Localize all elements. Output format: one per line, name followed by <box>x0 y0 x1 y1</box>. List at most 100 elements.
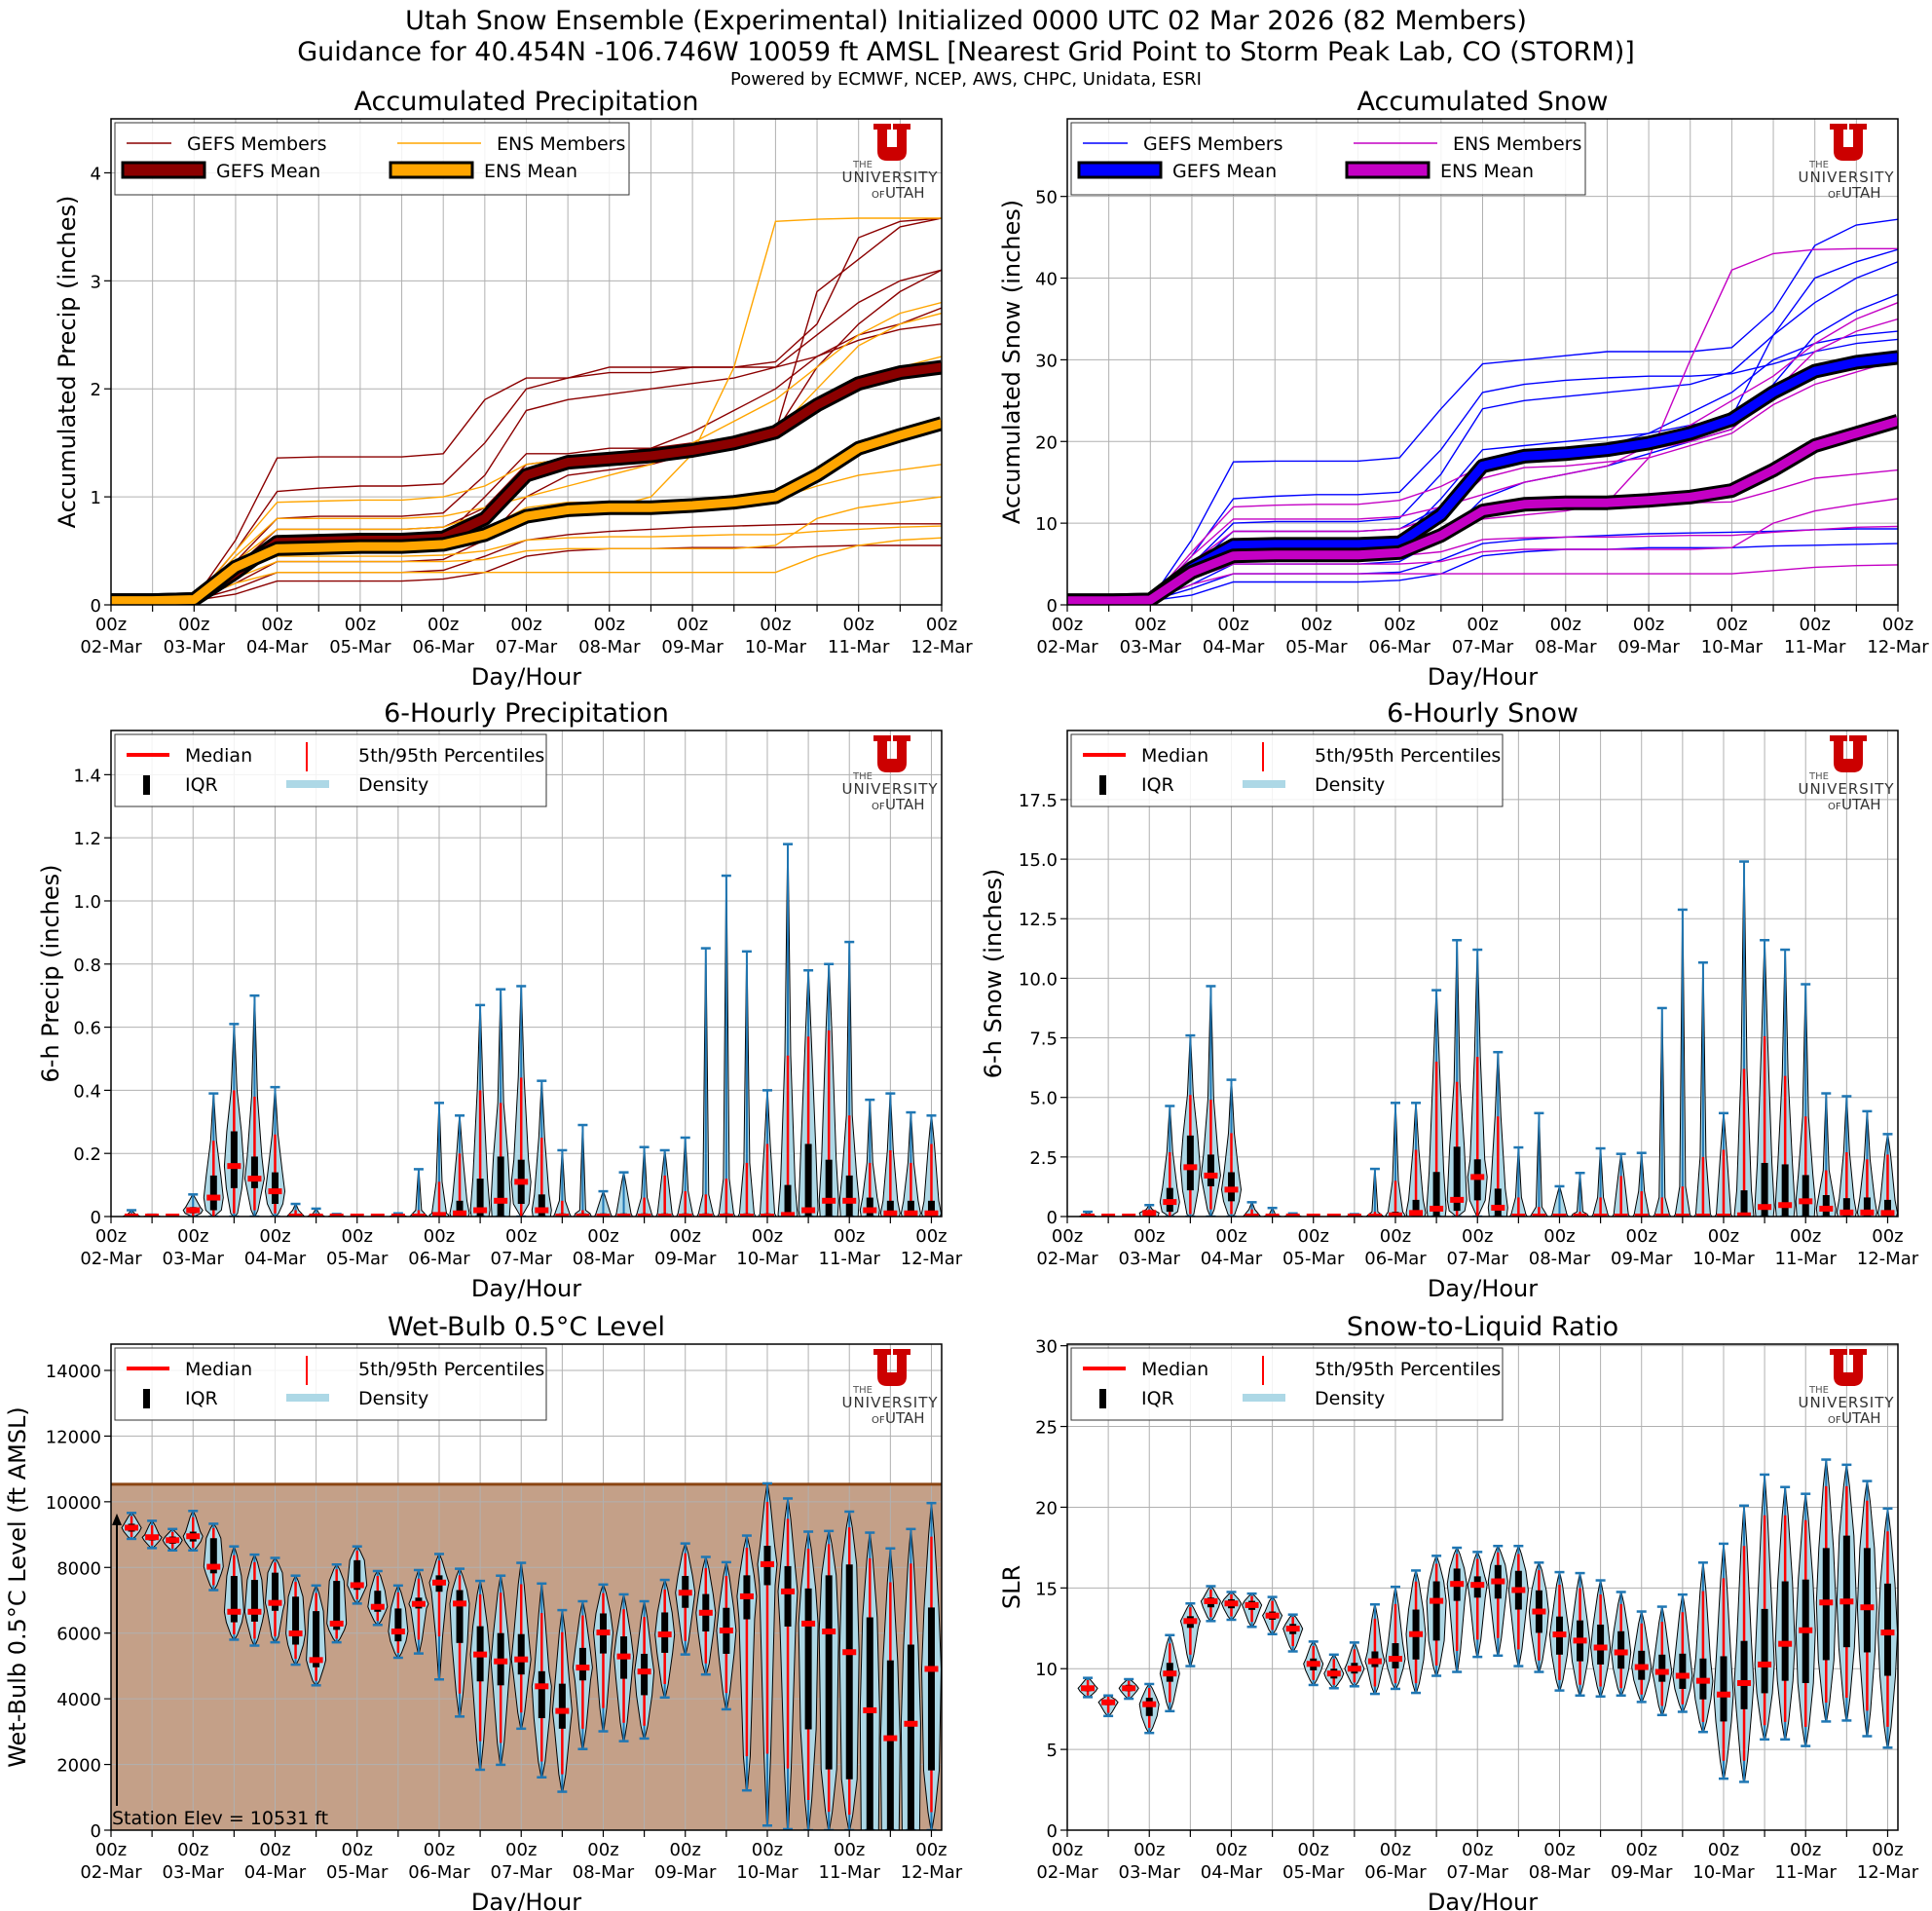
violin <box>1774 1485 1796 1742</box>
x-tick-hour-label: 00z <box>342 1226 373 1247</box>
legend-box <box>114 1347 547 1421</box>
violin-median-mark <box>431 1579 446 1586</box>
violin <box>1590 1579 1612 1698</box>
violin-iqr-bar <box>333 1581 341 1630</box>
x-tick-hour-label: 00z <box>510 615 541 635</box>
violin <box>879 1547 901 1830</box>
violin-median-mark <box>1839 1209 1854 1216</box>
x-tick-date-label: 05-Mar <box>1282 1249 1345 1269</box>
x-tick-date-label: 11-Mar <box>819 1249 881 1269</box>
violin-iqr-bar <box>1186 1135 1194 1191</box>
y-tick-label: 6000 <box>56 1625 101 1645</box>
x-axis-label: Day/Hour <box>1428 1889 1538 1911</box>
y-axis-label: Accumulated Precip (inches) <box>54 196 81 529</box>
chart-title: Wet-Bulb 0.5°C Level <box>388 1312 665 1342</box>
violin-median-mark <box>125 1524 139 1531</box>
x-tick-hour-label: 00z <box>1708 1840 1739 1860</box>
violin <box>1754 939 1775 1217</box>
ens-mean-line <box>111 419 942 605</box>
violin-median-mark <box>596 1630 611 1636</box>
x-tick-date-label: 12-Mar <box>901 1862 963 1883</box>
violin-median-mark <box>1388 1212 1402 1217</box>
y-tick-label: 1.2 <box>73 829 101 849</box>
logo-text-university: UNIVERSITY <box>841 169 938 186</box>
violin-median-mark <box>1839 1598 1854 1605</box>
x-tick-hour-label: 00z <box>1543 1840 1575 1860</box>
x-tick-date-label: 11-Mar <box>828 637 890 657</box>
logo-text-the: THE <box>852 160 873 170</box>
x-tick-hour-label: 00z <box>1462 1226 1493 1247</box>
violin-median-mark <box>1491 1204 1505 1211</box>
y-tick-label: 40 <box>1035 270 1058 290</box>
violin <box>859 1098 880 1217</box>
plot-content <box>1078 860 1898 1217</box>
ens-member-line <box>111 496 942 602</box>
violin-median-mark <box>719 1628 733 1634</box>
x-tick-date-label: 08-Mar <box>1529 1862 1591 1883</box>
x-tick-date-label: 07-Mar <box>1452 637 1514 657</box>
y-tick-label: 10000 <box>46 1493 101 1514</box>
violin <box>1077 1676 1098 1699</box>
y-tick-label: 4000 <box>56 1690 101 1710</box>
legend-label: Density <box>1315 774 1385 796</box>
violin-median-mark <box>1532 1608 1546 1615</box>
legend: Median 5th/95th Percentiles IQR Density <box>1070 733 1504 807</box>
legend-label: GEFS Mean <box>216 161 320 182</box>
violin <box>818 962 839 1217</box>
y-tick-label: 30 <box>1035 351 1058 371</box>
violin <box>818 1529 839 1830</box>
gefs-member-line <box>1067 218 1898 602</box>
violin <box>1179 1033 1201 1217</box>
violin-iqr-bar <box>209 1175 217 1211</box>
legend-box <box>1070 733 1504 807</box>
x-tick-date-label: 04-Mar <box>246 637 309 657</box>
university-of-utah-logo-u <box>873 124 910 161</box>
x-tick-hour-label: 00z <box>178 615 209 635</box>
violin <box>1693 960 1713 1217</box>
violin <box>182 1193 204 1217</box>
violin <box>1385 1585 1406 1691</box>
violin-median-mark <box>1326 1214 1341 1217</box>
violin <box>243 993 265 1217</box>
violin <box>203 1092 224 1217</box>
violin <box>1323 1653 1345 1690</box>
x-tick-date-label: 07-Mar <box>491 1249 553 1269</box>
university-of-utah-logo-u <box>873 735 910 772</box>
violin-median-mark <box>883 1735 898 1742</box>
violin <box>1774 948 1796 1217</box>
x-tick-hour-label: 00z <box>1872 1840 1903 1860</box>
logo-text-of: OF <box>872 802 885 812</box>
violin-median-mark <box>1819 1599 1834 1606</box>
y-tick-label: 0.4 <box>73 1081 101 1102</box>
violin-median-mark <box>1511 1214 1526 1217</box>
violin-median-mark <box>1450 1196 1465 1203</box>
violin-median-mark <box>268 1188 282 1195</box>
legend-label: Median <box>185 1359 252 1380</box>
violin-median-mark <box>801 1620 816 1627</box>
violin <box>695 1555 717 1676</box>
violin-median-mark <box>1799 1627 1813 1633</box>
violin-median-mark <box>1758 1661 1772 1667</box>
violin <box>1283 1212 1302 1217</box>
violin <box>1548 1570 1571 1692</box>
y-tick-label: 2 <box>91 380 101 400</box>
violin-median-mark <box>1880 1210 1895 1217</box>
violin-median-mark <box>145 1214 160 1217</box>
x-tick-hour-label: 00z <box>427 615 459 635</box>
gefs-member-line <box>111 307 942 602</box>
violin-median-mark <box>781 1212 796 1217</box>
violin <box>758 1089 777 1217</box>
x-tick-date-label: 11-Mar <box>1784 637 1846 657</box>
violin <box>1876 1133 1898 1217</box>
violin <box>1467 1551 1488 1659</box>
figure-title: Utah Snow Ensemble (Experimental) Initia… <box>405 6 1527 36</box>
chart-panel-0: 0123400z02-Mar00z03-Mar00z04-Mar00z05-Ma… <box>54 87 973 691</box>
logo-text-the: THE <box>1808 160 1829 170</box>
violin-median-mark <box>1737 1679 1752 1686</box>
violin-median-mark <box>535 1207 549 1214</box>
x-tick-hour-label: 00z <box>1217 615 1248 635</box>
violin-median-mark <box>206 1563 221 1570</box>
legend-iqr-swatch <box>1099 1389 1106 1408</box>
logo-text-of: OF <box>872 190 885 201</box>
violin <box>716 1560 737 1711</box>
